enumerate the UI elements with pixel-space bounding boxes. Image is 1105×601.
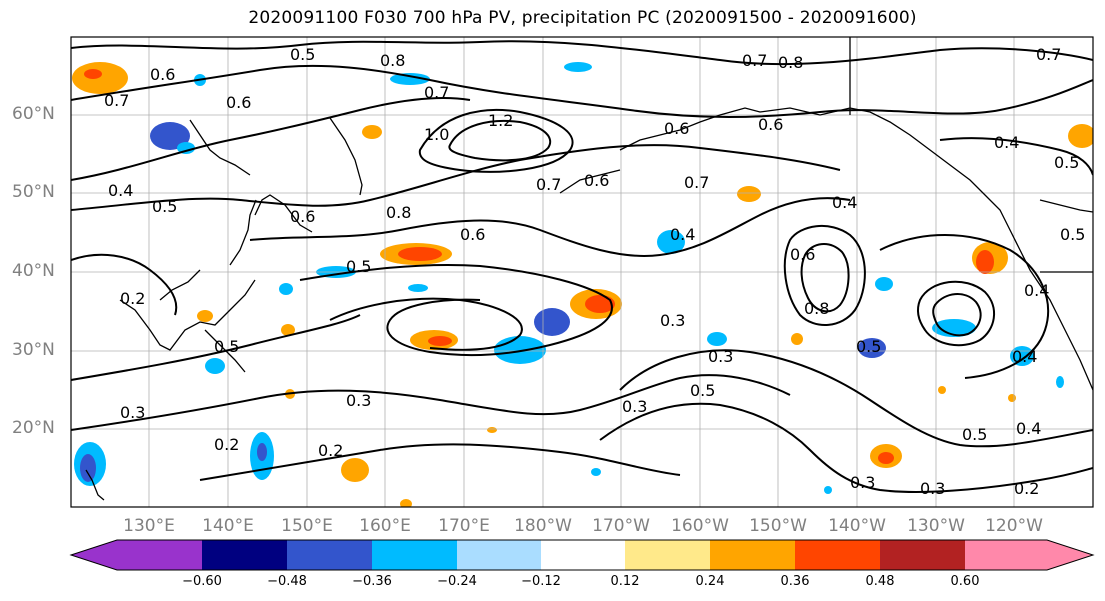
colorbar-tick-label: −0.48 [267, 574, 307, 589]
contour-labels: 0.5 0.6 0.8 0.7 0.8 0.7 0.6 0.7 1.2 1.0 … [104, 45, 1085, 498]
contour-label: 0.5 [856, 337, 881, 356]
lat-label: 60°N [12, 104, 55, 124]
lat-label: 40°N [12, 261, 55, 281]
lon-label: 170°W [592, 516, 650, 536]
contour-label: 0.5 [1060, 225, 1085, 244]
contour-label: 0.3 [120, 403, 145, 422]
contour-label: 0.3 [850, 473, 875, 492]
contour-label: 0.7 [536, 175, 561, 194]
contour-label: 0.7 [104, 91, 129, 110]
contour-label: 0.6 [758, 115, 783, 134]
contour-label: 0.7 [742, 51, 767, 70]
colorbar-bin [965, 540, 1047, 570]
colorbar-bin [287, 540, 372, 570]
contour-label: 0.4 [1016, 419, 1041, 438]
lat-label: 50°N [12, 182, 55, 202]
map-frame [70, 36, 1094, 508]
contour-label: 0.6 [790, 245, 815, 264]
colorbar-extend-high [1047, 540, 1093, 570]
contour-label: 1.2 [488, 111, 513, 130]
map-title: 2020091100 F030 700 hPa PV, precipitatio… [248, 8, 917, 28]
contour-label: 0.5 [214, 337, 239, 356]
lon-label: 150°E [281, 516, 333, 536]
contour-label: 0.2 [120, 289, 145, 308]
pv-contours [71, 40, 1093, 493]
lon-label: 140°E [202, 516, 254, 536]
contour-label: 0.4 [670, 225, 695, 244]
contour-label: 0.5 [1054, 153, 1079, 172]
contour-label: 0.8 [380, 51, 405, 70]
colorbar-bin [625, 540, 710, 570]
colorbar-bin [541, 540, 625, 570]
contour-label: 0.6 [460, 225, 485, 244]
colorbar-tick-label: 0.36 [780, 574, 810, 589]
contour-label: 1.0 [424, 125, 449, 144]
map-content: 0.5 0.6 0.8 0.7 0.8 0.7 0.6 0.7 1.2 1.0 … [71, 37, 1093, 507]
colorbar-tick-label: 0.24 [695, 574, 725, 589]
lon-label: 170°E [438, 516, 490, 536]
colorbar-tick-label: −0.24 [437, 574, 477, 589]
contour-label: 0.7 [424, 83, 449, 102]
contour-label: 0.5 [690, 381, 715, 400]
contour-label: 0.6 [150, 65, 175, 84]
colorbar-bin [372, 540, 457, 570]
graticule [71, 37, 1093, 507]
lon-label: 120°W [985, 516, 1043, 536]
colorbar-bin [880, 540, 965, 570]
contour-label: 0.4 [108, 181, 133, 200]
contour-label: 0.4 [832, 193, 857, 212]
lon-label: 140°W [828, 516, 886, 536]
colorbar-bin [710, 540, 795, 570]
coastlines [85, 37, 1093, 501]
contour-label: 0.5 [152, 197, 177, 216]
colorbar-tick-label: 0.48 [865, 574, 895, 589]
lat-label: 20°N [12, 418, 55, 438]
colorbar-tick-label: −0.12 [521, 574, 561, 589]
contour-label: 0.3 [346, 391, 371, 410]
colorbar-outline [69, 539, 1095, 571]
contour-label: 0.5 [346, 257, 371, 276]
contour-label: 0.4 [1024, 281, 1049, 300]
contour-label: 0.3 [660, 311, 685, 330]
colorbar [69, 539, 1095, 571]
contour-label: 0.6 [290, 207, 315, 226]
contour-label: 0.2 [318, 441, 343, 460]
contour-label: 0.2 [214, 435, 239, 454]
colorbar-tick-label: 0.60 [950, 574, 980, 589]
contour-label: 0.6 [226, 93, 251, 112]
colorbar-tick-label: −0.60 [182, 574, 222, 589]
precipitation-shading [72, 62, 1093, 507]
lon-label: 160°E [359, 516, 411, 536]
contour-label: 0.3 [920, 479, 945, 498]
contour-label: 0.6 [584, 171, 609, 190]
lon-label: 130°E [123, 516, 175, 536]
contour-label: 0.4 [994, 133, 1019, 152]
lon-label: 130°W [907, 516, 965, 536]
lon-label: 180°W [514, 516, 572, 536]
contour-label: 0.8 [386, 203, 411, 222]
contour-label: 0.2 [1014, 479, 1039, 498]
contour-label: 0.5 [962, 425, 987, 444]
colorbar-tick-label: −0.36 [352, 574, 392, 589]
colorbar-bin [202, 540, 287, 570]
colorbar-bin [457, 540, 541, 570]
lon-label: 150°W [749, 516, 807, 536]
colorbar-bin [795, 540, 880, 570]
colorbar-extend-low [71, 540, 117, 570]
contour-label: 0.3 [708, 347, 733, 366]
contour-label: 0.7 [1036, 45, 1061, 64]
colorbar-tick-label: 0.12 [610, 574, 640, 589]
contour-label: 0.5 [290, 45, 315, 64]
contour-label: 0.3 [622, 397, 647, 416]
contour-label: 0.4 [1012, 347, 1037, 366]
lat-label: 30°N [12, 340, 55, 360]
contour-label: 0.7 [684, 173, 709, 192]
lon-label: 160°W [671, 516, 729, 536]
contour-label: 0.8 [804, 299, 829, 318]
contour-label: 0.6 [664, 119, 689, 138]
colorbar-bin [117, 540, 202, 570]
contour-label: 0.8 [778, 53, 803, 72]
